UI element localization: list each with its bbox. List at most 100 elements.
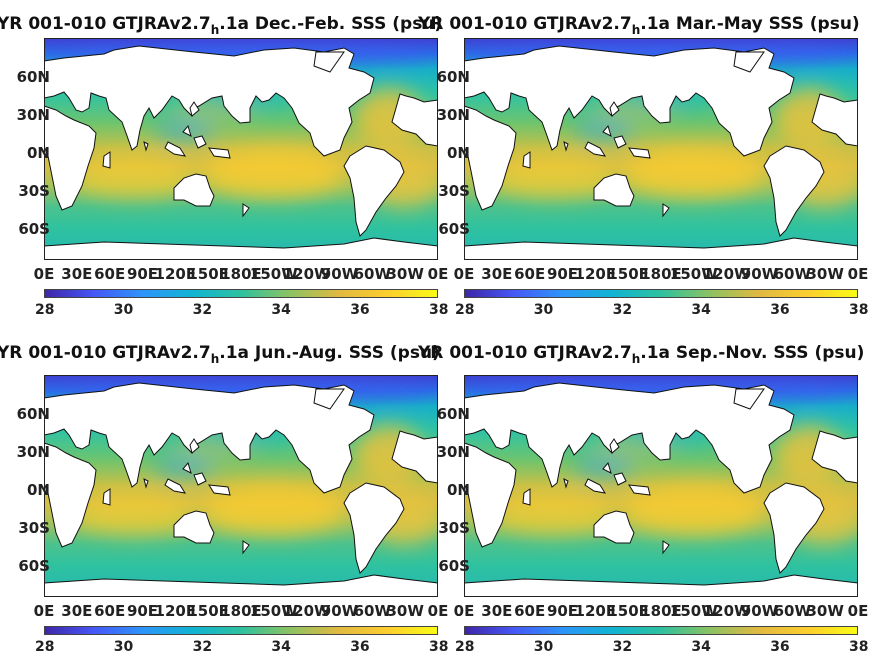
lon-tick-label: 150E	[187, 602, 229, 620]
colorbar-tick-label: 32	[192, 639, 213, 655]
colorbar-tick-label: 38	[429, 639, 449, 655]
land-mask	[189, 101, 200, 117]
title-text: .1a Mar.-May SSS (psu)	[640, 14, 860, 34]
land-mask	[242, 540, 250, 555]
lon-tick-label: 180E	[640, 602, 682, 620]
lat-tick-label: 0N	[447, 481, 470, 499]
land-mask	[44, 45, 375, 157]
land-mask	[522, 488, 531, 506]
land-mask	[662, 203, 670, 218]
lon-tick-label: 120E	[575, 602, 617, 620]
salinity-anomaly	[624, 148, 764, 198]
title-text: YR 001-010 GTJRAv2.7	[0, 343, 211, 363]
colorbar	[464, 289, 858, 298]
land-mask	[44, 382, 375, 494]
lon-tick-label: 120W	[703, 602, 751, 620]
lat-tick-label: 30N	[437, 106, 470, 124]
lon-tick-label: 150E	[607, 602, 649, 620]
salinity-anomaly	[74, 495, 194, 535]
title-subscript: h	[631, 23, 641, 37]
land-mask	[208, 484, 231, 496]
colorbar-tick-label: 38	[849, 302, 869, 318]
lon-tick-label: 60W	[774, 602, 812, 620]
lon-tick-label: 120E	[575, 265, 617, 283]
land-mask	[593, 173, 635, 207]
lat-tick-label: 60S	[18, 220, 50, 238]
title-text: .1a Jun.-Aug. SSS (psu)	[219, 343, 440, 363]
land-mask	[464, 237, 858, 260]
land-mask	[391, 430, 438, 484]
land-mask	[143, 141, 149, 152]
colorbar-tick-label: 30	[113, 302, 134, 318]
lon-tick-label: 30W	[386, 602, 424, 620]
colorbar-tick-label: 28	[35, 302, 55, 318]
salinity-anomaly	[624, 485, 764, 535]
land-mask	[464, 45, 795, 157]
colorbar-tick-label: 30	[533, 639, 554, 655]
land-mask	[208, 147, 231, 159]
lat-tick-label: 60N	[17, 68, 50, 86]
lat-tick-label: 30S	[438, 182, 470, 200]
lat-tick-label: 60N	[17, 405, 50, 423]
land-mask	[182, 124, 192, 137]
lon-tick-label: 60E	[514, 265, 545, 283]
lon-tick-label: 60W	[354, 265, 392, 283]
colorbar-tick-label: 34	[691, 639, 711, 655]
land-mask	[811, 430, 858, 484]
lon-tick-label: 30W	[806, 265, 844, 283]
colorbar-tick-label: 32	[612, 639, 633, 655]
title-text: YR 001-010 GTJRAv2.7	[418, 14, 632, 34]
title-text: YR 001-010 GTJRAv2.7	[0, 14, 211, 34]
lon-tick-label: 150W	[670, 265, 718, 283]
title-subscript: h	[631, 352, 641, 366]
lon-tick-label: 120E	[155, 265, 197, 283]
land-mask	[182, 461, 192, 474]
lon-tick-label: 60E	[514, 602, 545, 620]
panel-title: YR 001-010 GTJRAv2.7h.1a Jun.-Aug. SSS (…	[0, 343, 440, 366]
land-mask	[613, 472, 627, 486]
lon-tick-label: 0E	[848, 602, 869, 620]
land-mask	[313, 51, 345, 73]
lon-tick-label: 30E	[481, 602, 512, 620]
salinity-anomaly	[574, 455, 634, 479]
lat-tick-label: 60S	[438, 220, 470, 238]
lat-tick-label: 30S	[438, 519, 470, 537]
colorbar-tick-label: 28	[35, 639, 55, 655]
title-subscript: h	[210, 352, 220, 366]
lon-tick-label: 60E	[94, 602, 125, 620]
colorbar-tick-label: 36	[350, 302, 370, 318]
colorbar-tick-label: 34	[691, 302, 711, 318]
lon-tick-label: 120W	[283, 602, 331, 620]
land-mask	[563, 478, 569, 489]
land-mask	[102, 488, 111, 506]
land-mask	[613, 135, 627, 149]
lon-tick-label: 90E	[547, 602, 578, 620]
lon-tick-label: 90W	[321, 265, 359, 283]
lon-tick-label: 60W	[354, 602, 392, 620]
land-mask	[593, 510, 635, 544]
land-mask	[44, 574, 438, 597]
land-mask	[733, 388, 765, 410]
land-mask	[102, 151, 111, 169]
land-mask	[609, 101, 620, 117]
salinity-anomaly	[204, 485, 344, 535]
land-mask	[391, 93, 438, 147]
lon-tick-label: 180E	[640, 265, 682, 283]
lat-tick-label: 0N	[27, 481, 50, 499]
colorbar-tick-label: 38	[429, 302, 449, 318]
colorbar	[464, 626, 858, 635]
lat-tick-label: 30N	[17, 106, 50, 124]
colorbar-tick-label: 34	[271, 639, 291, 655]
lon-tick-label: 30E	[481, 265, 512, 283]
lon-tick-label: 120W	[703, 265, 751, 283]
land-mask	[763, 482, 825, 574]
land-mask	[173, 510, 215, 544]
title-text: YR 001-010 GTJRAv2.7	[418, 343, 632, 363]
lon-tick-label: 150E	[607, 265, 649, 283]
lon-tick-label: 0E	[428, 265, 449, 283]
lon-tick-label: 0E	[454, 602, 475, 620]
salinity-anomaly	[494, 158, 614, 198]
salinity-anomaly	[574, 118, 634, 142]
lon-tick-label: 150W	[670, 602, 718, 620]
lon-tick-label: 30E	[61, 265, 92, 283]
